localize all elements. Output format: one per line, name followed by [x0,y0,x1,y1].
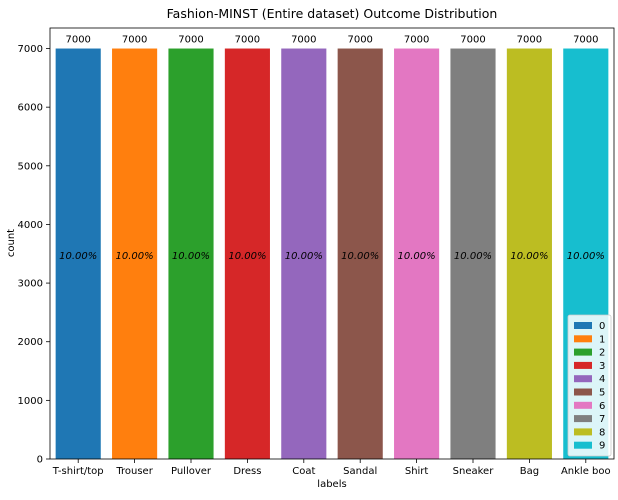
x-tick-label-8: Bag [520,466,539,477]
x-tick-label-0: T-shirt/top [52,466,104,477]
y-tick-label-5: 5000 [18,161,43,172]
value-label-0: 7000 [65,35,90,46]
percent-label-5: 10.00% [341,251,379,262]
y-tick-label-3: 3000 [18,279,43,290]
value-label-5: 7000 [347,35,372,46]
legend-swatch-0 [574,322,592,329]
chart-title: Fashion-MINST (Entire dataset) Outcome D… [167,6,498,21]
bar-3 [224,48,270,460]
legend-label-9: 9 [599,441,605,452]
legend-swatch-1 [574,335,592,343]
legend-label-3: 3 [599,361,605,372]
legend-swatch-6 [574,401,592,409]
x-tick-label-7: Sneaker [453,466,495,477]
legend-label-5: 5 [599,388,605,399]
legend-swatch-4 [574,375,592,383]
x-tick-label-4: Coat [292,466,315,477]
value-label-4: 7000 [291,35,316,46]
legend-label-6: 6 [599,401,605,412]
percent-label-7: 10.00% [454,251,492,262]
value-label-2: 7000 [178,35,203,46]
percent-label-4: 10.00% [285,251,323,262]
value-label-3: 7000 [235,35,260,46]
legend-label-8: 8 [599,427,605,438]
bar-5 [337,48,383,460]
legend-swatch-9 [574,441,592,449]
legend-swatch-8 [574,428,592,436]
legend-label-7: 7 [599,414,605,425]
x-tick-label-6: Shirt [405,466,429,477]
x-tick-label-5: Sandal [343,466,377,477]
y-tick-label-2: 2000 [18,337,43,348]
bar-7 [450,48,496,460]
percent-label-0: 10.00% [59,251,97,262]
legend-swatch-7 [574,415,592,423]
bar-1 [112,48,158,460]
bar-6 [394,48,440,460]
percent-label-6: 10.00% [398,251,436,262]
legend-swatch-3 [574,361,592,369]
legend-label-4: 4 [599,374,605,385]
percent-label-9: 10.00% [567,251,605,262]
value-label-7: 7000 [460,35,485,46]
x-tick-label-2: Pullover [171,466,212,477]
bar-2 [168,48,214,460]
x-tick-label-1: Trouser [115,466,153,477]
y-tick-label-1: 1000 [18,396,43,407]
bar-4 [281,48,327,460]
x-tick-label-3: Dress [233,466,261,477]
percent-label-2: 10.00% [172,251,210,262]
percent-label-8: 10.00% [510,251,548,262]
legend-label-1: 1 [599,334,605,345]
y-tick-label-6: 6000 [18,103,43,114]
y-tick-label-4: 4000 [18,220,43,231]
percent-label-3: 10.00% [228,251,266,262]
legend-swatch-2 [574,348,592,356]
legend-label-0: 0 [599,321,605,332]
percent-label-1: 10.00% [116,251,154,262]
y-axis-label: count [6,229,17,257]
legend-label-2: 2 [599,348,605,359]
plot-frame [49,27,615,460]
x-tick-label-9: Ankle boo [561,466,611,477]
bar-8 [506,48,552,460]
bar-0 [55,48,101,460]
value-label-6: 7000 [404,35,429,46]
value-label-8: 7000 [517,35,542,46]
y-tick-label-7: 7000 [18,44,43,55]
y-tick-label-0: 0 [37,455,43,466]
x-axis-label: labels [317,479,346,490]
legend-swatch-5 [574,388,592,396]
value-label-1: 7000 [122,35,147,46]
value-label-9: 7000 [573,35,598,46]
